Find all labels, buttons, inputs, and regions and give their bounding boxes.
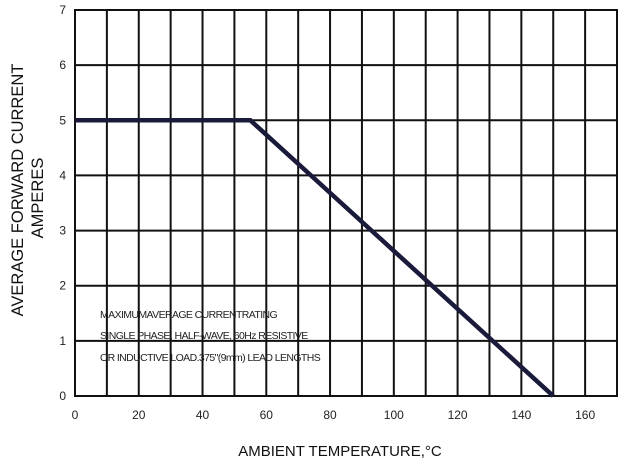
vertical-gridlines bbox=[105, 10, 587, 396]
y-tick-label: 3 bbox=[59, 224, 66, 238]
x-tick-label: 20 bbox=[132, 408, 146, 422]
x-tick-label: 140 bbox=[511, 408, 531, 422]
y-tick-label: 2 bbox=[59, 279, 66, 293]
x-tick-label: 60 bbox=[260, 408, 274, 422]
y-axis-title-line2: AMPERES bbox=[29, 158, 47, 239]
y-tick-label: 5 bbox=[59, 113, 66, 127]
y-tick-label: 6 bbox=[59, 58, 66, 72]
y-tick-labels: 0 1 2 3 4 5 6 7 bbox=[59, 3, 66, 403]
plot-frame bbox=[74, 9, 618, 397]
annotation-line-2: SINGLE PHASE, HALF-WAVE, 60Hz RESISTIVE bbox=[100, 330, 308, 342]
x-tick-label: 160 bbox=[575, 408, 595, 422]
series-group bbox=[75, 118, 555, 398]
annotation-block: MAXIMUMAVERAGE CURRENTRATING SINGLE PHAS… bbox=[100, 309, 321, 364]
annotation-line-1: MAXIMUMAVERAGE CURRENTRATING bbox=[100, 309, 278, 321]
x-tick-label: 0 bbox=[72, 408, 79, 422]
y-tick-label: 7 bbox=[59, 3, 66, 17]
x-axis-title: AMBIENT TEMPERATURE,°C bbox=[238, 443, 442, 460]
y-tick-label: 1 bbox=[59, 334, 66, 348]
y-tick-label: 4 bbox=[59, 168, 66, 182]
y-axis-title-line1: AVERAGE FORWARD CURRENT bbox=[9, 64, 27, 317]
annotation-line-3: OR INDUCTIVE LOAD.375"(9mm) LEAD LENGTHS bbox=[100, 352, 321, 364]
y-tick-label: 0 bbox=[59, 389, 66, 403]
x-tick-label: 100 bbox=[384, 408, 404, 422]
x-tick-label: 80 bbox=[323, 408, 337, 422]
horizontal-gridlines bbox=[75, 64, 617, 342]
x-tick-label: 120 bbox=[448, 408, 468, 422]
x-tick-label: 40 bbox=[196, 408, 210, 422]
series-line-1 bbox=[75, 118, 555, 398]
x-tick-labels: 0 20 40 60 80 100 120 140 160 bbox=[72, 408, 596, 422]
